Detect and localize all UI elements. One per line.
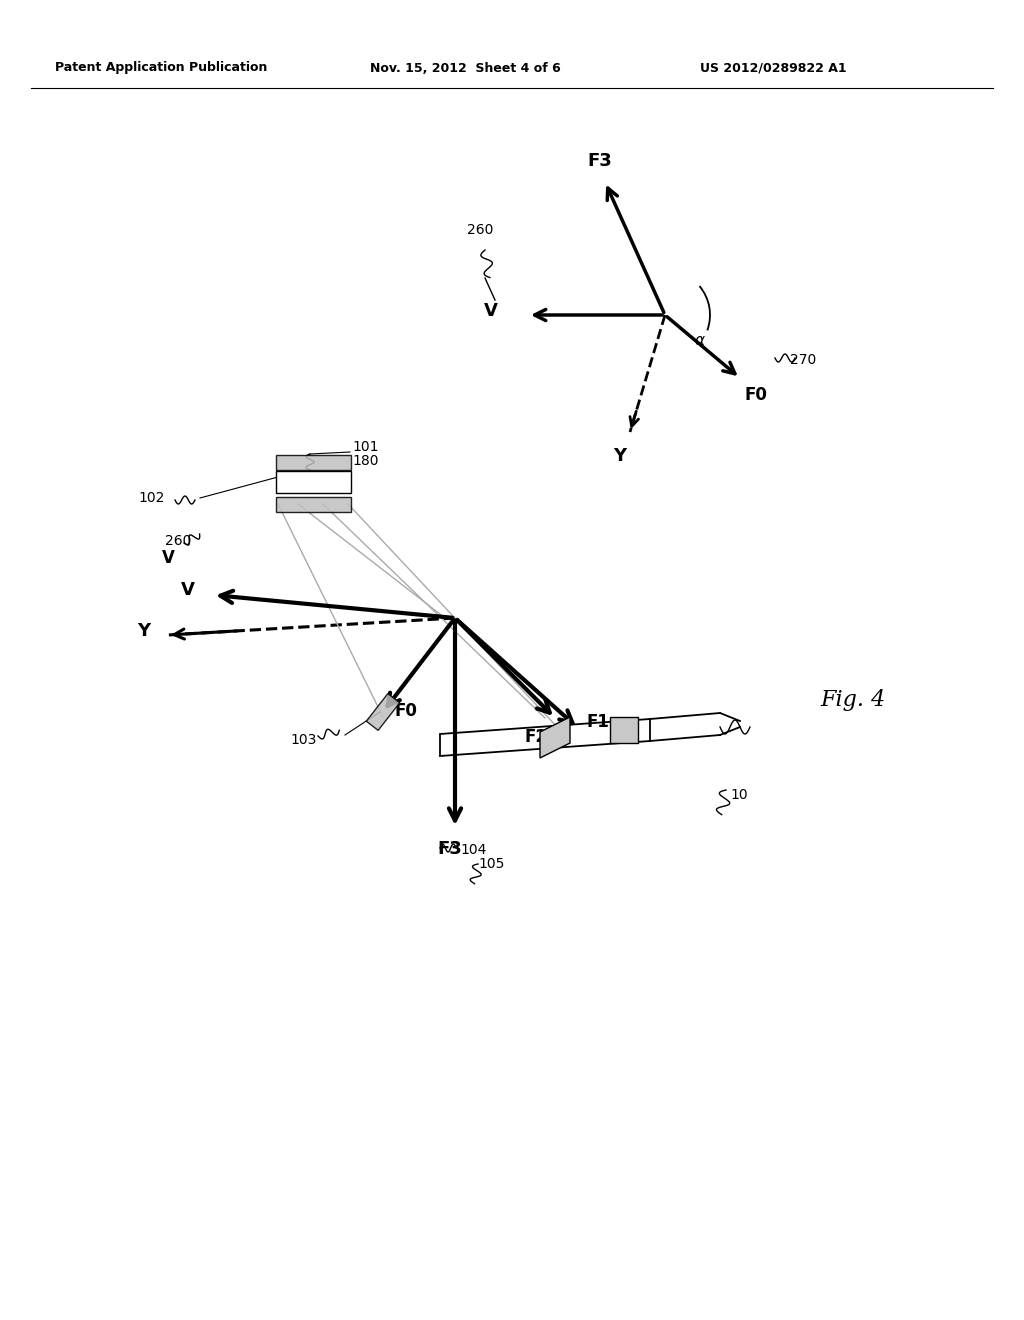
Text: F0: F0 xyxy=(395,702,418,719)
Text: 180: 180 xyxy=(352,454,379,469)
Polygon shape xyxy=(540,717,570,758)
Text: F3: F3 xyxy=(437,840,463,858)
Text: 260: 260 xyxy=(165,535,191,548)
Text: 101: 101 xyxy=(352,440,379,454)
Text: V: V xyxy=(484,302,498,319)
Text: Nov. 15, 2012  Sheet 4 of 6: Nov. 15, 2012 Sheet 4 of 6 xyxy=(370,62,561,74)
Text: 103: 103 xyxy=(290,733,316,747)
Polygon shape xyxy=(275,496,350,511)
Text: 104: 104 xyxy=(460,843,486,857)
Text: 102: 102 xyxy=(138,491,165,506)
Text: F2: F2 xyxy=(524,729,547,746)
Text: US 2012/0289822 A1: US 2012/0289822 A1 xyxy=(700,62,847,74)
Polygon shape xyxy=(275,454,350,470)
Text: Y: Y xyxy=(613,447,627,465)
Polygon shape xyxy=(440,719,650,756)
Text: F3: F3 xyxy=(588,152,612,170)
Text: Fig. 4: Fig. 4 xyxy=(820,689,886,711)
Polygon shape xyxy=(275,471,350,492)
Text: 270: 270 xyxy=(790,352,816,367)
Text: Y: Y xyxy=(137,622,150,640)
Text: 260: 260 xyxy=(467,223,494,238)
Text: 105: 105 xyxy=(478,857,505,871)
Polygon shape xyxy=(367,693,399,730)
Text: 10: 10 xyxy=(730,788,748,803)
Text: V: V xyxy=(181,581,195,599)
Text: α: α xyxy=(695,333,705,348)
Text: F1: F1 xyxy=(586,713,609,731)
Polygon shape xyxy=(610,717,638,743)
Text: V: V xyxy=(162,549,175,568)
Text: Patent Application Publication: Patent Application Publication xyxy=(55,62,267,74)
Text: F0: F0 xyxy=(745,385,768,404)
